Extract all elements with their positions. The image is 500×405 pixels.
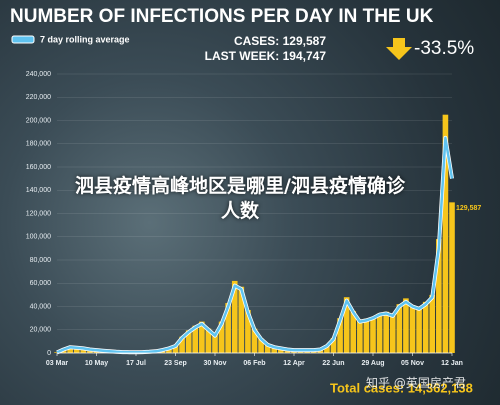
last-week: LAST WEEK: 194,747 (205, 49, 327, 63)
bar (179, 336, 185, 353)
y-tick-label: 60,000 (30, 280, 52, 287)
bar (449, 202, 455, 353)
bar (442, 114, 449, 353)
y-tick-label: 0 (47, 350, 51, 357)
bar (409, 305, 416, 353)
bar (429, 294, 436, 353)
y-tick-label: 200,000 (26, 117, 51, 124)
bar (363, 318, 370, 353)
bar (231, 280, 238, 353)
y-tick-label: 140,000 (26, 187, 51, 194)
bar (199, 321, 205, 353)
bar (337, 318, 343, 353)
overlay-title: 泗县疫情高峰地区是哪里/泗县疫情确诊人数 (75, 175, 405, 222)
y-tick-label: 180,000 (26, 141, 51, 148)
bar (73, 347, 80, 353)
bar (324, 345, 330, 353)
bar (185, 330, 192, 353)
x-tick-label: 22 Jun (322, 360, 344, 367)
y-tick-label: 80,000 (30, 257, 52, 264)
x-tick-label: 30 Nov (204, 360, 227, 367)
bar (80, 348, 87, 353)
end-label: 129,587 (456, 205, 481, 212)
total-cases: Total cases: 14,362,138 (330, 380, 473, 395)
bar (416, 307, 422, 353)
y-tick-label: 160,000 (26, 164, 51, 171)
change: -33.5% (414, 38, 474, 59)
x-tick-label: 06 Feb (243, 360, 265, 367)
x-tick-label: 12 Apr (283, 360, 305, 367)
bar (278, 348, 284, 353)
y-tick-label: 120,000 (26, 210, 51, 217)
bar (218, 321, 225, 353)
bar (251, 328, 258, 353)
bar (212, 333, 218, 353)
bar (343, 297, 350, 353)
x-tick-label: 03 Mar (46, 360, 68, 367)
y-tick-label: 220,000 (26, 94, 51, 101)
bar (225, 303, 231, 353)
bar (172, 345, 179, 353)
bar (350, 311, 357, 353)
bar (271, 346, 278, 353)
x-tick-label: 10 May (85, 360, 108, 367)
line (56, 136, 454, 354)
bar (166, 348, 172, 353)
x-tick-label: 17 Jul (126, 360, 146, 367)
chart-title: NUMBER OF INFECTIONS PER DAY IN THE UK (10, 6, 434, 27)
bar (245, 309, 251, 353)
bar (396, 304, 403, 353)
y-tick-label: 20,000 (30, 327, 52, 334)
bar (370, 316, 376, 353)
legend-swatch (11, 35, 35, 44)
x-tick-label: 05 Nov (401, 360, 424, 367)
bar (376, 313, 383, 353)
legend-label: 7 day rolling average (40, 34, 130, 44)
bar (389, 314, 396, 353)
y-tick-label: 100,000 (26, 234, 51, 241)
bar (436, 239, 442, 353)
bar (67, 346, 73, 353)
bar (383, 311, 389, 353)
y-tick-label: 240,000 (26, 71, 51, 78)
bar (238, 286, 245, 353)
y-tick-label: 40,000 (30, 303, 52, 310)
bar (205, 328, 212, 353)
watermark: 知乎 @英国房产君 (366, 376, 466, 390)
x-tick-label: 23 Sep (164, 360, 187, 367)
bar (258, 338, 264, 353)
bar (357, 320, 363, 353)
bar (192, 325, 199, 353)
down-arrow (386, 38, 412, 60)
bar (330, 337, 337, 353)
bar (403, 298, 409, 353)
bar (422, 301, 429, 353)
x-tick-label: 12 Jan (441, 360, 463, 367)
bar (264, 344, 271, 353)
cases: CASES: 129,587 (234, 34, 326, 48)
x-tick-label: 29 Aug (361, 360, 384, 367)
